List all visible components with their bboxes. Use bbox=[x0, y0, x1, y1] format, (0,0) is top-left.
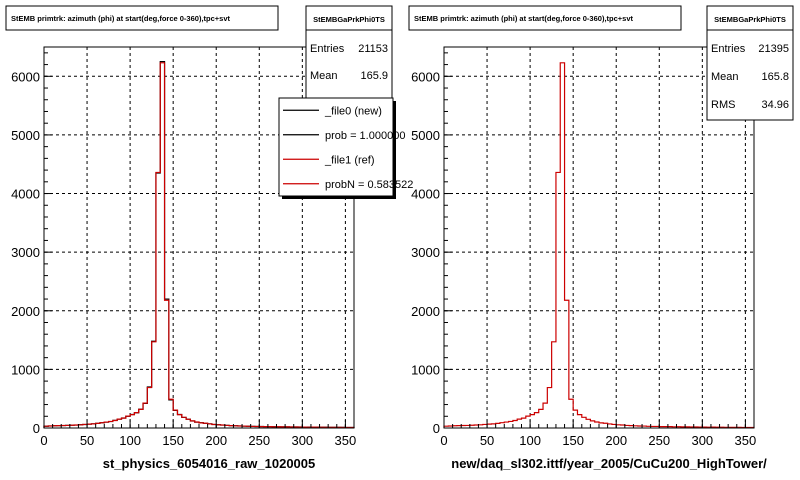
legend-entry: _file0 (new) bbox=[324, 105, 382, 117]
title-box bbox=[408, 5, 682, 31]
series-line-2 bbox=[43, 62, 355, 429]
y-tick-label: 4000 bbox=[11, 187, 40, 202]
y-tick-label: 5000 bbox=[411, 128, 440, 143]
y-tick-label: 3000 bbox=[11, 245, 40, 260]
x-tick-label: 200 bbox=[205, 433, 227, 448]
stats-label: Mean bbox=[310, 70, 338, 82]
stats-title: StEMBGaPrkPhi0TS bbox=[714, 15, 786, 24]
x-tick-label: 250 bbox=[248, 433, 270, 448]
stats-label: Entries bbox=[711, 43, 746, 55]
y-tick-label: 0 bbox=[33, 421, 40, 436]
y-tick-label: 3000 bbox=[411, 245, 440, 260]
stats-value: 165.9 bbox=[360, 70, 388, 82]
series-line-1 bbox=[443, 62, 755, 429]
stats-title: StEMBGaPrkPhi0TS bbox=[313, 15, 385, 24]
stats-value: 21153 bbox=[358, 43, 388, 55]
x-axis-label: new/daq_sl302.ittf/year_2005/CuCu200_Hig… bbox=[451, 456, 767, 471]
x-tick-label: 350 bbox=[735, 433, 757, 448]
x-tick-label: 100 bbox=[519, 433, 541, 448]
chart-panel-2: 0 50 100 150 200 250 300 350 0 1000 2000 3000 4000 50… bbox=[408, 5, 794, 471]
y-tick-label: 1000 bbox=[11, 362, 40, 377]
x-tick-label: 300 bbox=[691, 433, 713, 448]
x-tick-label: 50 bbox=[480, 433, 494, 448]
stats-value: 21395 bbox=[758, 43, 789, 55]
legend-entry: probN = 0.583522 bbox=[325, 179, 413, 191]
legend-box bbox=[278, 97, 394, 197]
y-tick-label: 1000 bbox=[411, 362, 440, 377]
stats-box bbox=[706, 5, 794, 121]
x-tick-label: 350 bbox=[335, 433, 357, 448]
title-box bbox=[5, 5, 279, 31]
x-axis-label: st_physics_6054016_raw_1020005 bbox=[103, 456, 316, 471]
x-tick-label: 150 bbox=[162, 433, 184, 448]
legend-entry: prob = 1.000000 bbox=[325, 130, 405, 142]
y-tick-label: 2000 bbox=[411, 304, 440, 319]
y-tick-label: 6000 bbox=[11, 69, 40, 84]
x-tick-label: 0 bbox=[440, 433, 447, 448]
stats-label: Mean bbox=[711, 71, 739, 83]
grid bbox=[444, 47, 754, 428]
stats-label: RMS bbox=[711, 99, 735, 111]
x-tick-label: 250 bbox=[648, 433, 670, 448]
x-tick-label: 300 bbox=[291, 433, 313, 448]
legend-entry: _file1 (ref) bbox=[324, 154, 375, 166]
stats-label: Entries bbox=[310, 43, 345, 55]
stats-value: 165.8 bbox=[761, 71, 789, 83]
y-tick-label: 6000 bbox=[411, 69, 440, 84]
x-tick-label: 0 bbox=[40, 433, 47, 448]
y-tick-label: 2000 bbox=[11, 304, 40, 319]
x-tick-label: 200 bbox=[605, 433, 627, 448]
y-tick-label: 5000 bbox=[11, 128, 40, 143]
x-tick-label: 50 bbox=[80, 433, 94, 448]
y-tick-label: 4000 bbox=[411, 187, 440, 202]
y-tick-label: 0 bbox=[433, 421, 440, 436]
x-tick-label: 100 bbox=[119, 433, 141, 448]
stats-value: 34.96 bbox=[761, 99, 789, 111]
chart-panel-1: 0 50 100 150 200 250 300 350 0 1000 2000 3000 4000 50… bbox=[5, 5, 413, 471]
chart-title: StEMB primtrk: azimuth (phi) at start(de… bbox=[11, 14, 230, 23]
chart-title: StEMB primtrk: azimuth (phi) at start(de… bbox=[414, 14, 633, 23]
x-tick-label: 150 bbox=[562, 433, 584, 448]
